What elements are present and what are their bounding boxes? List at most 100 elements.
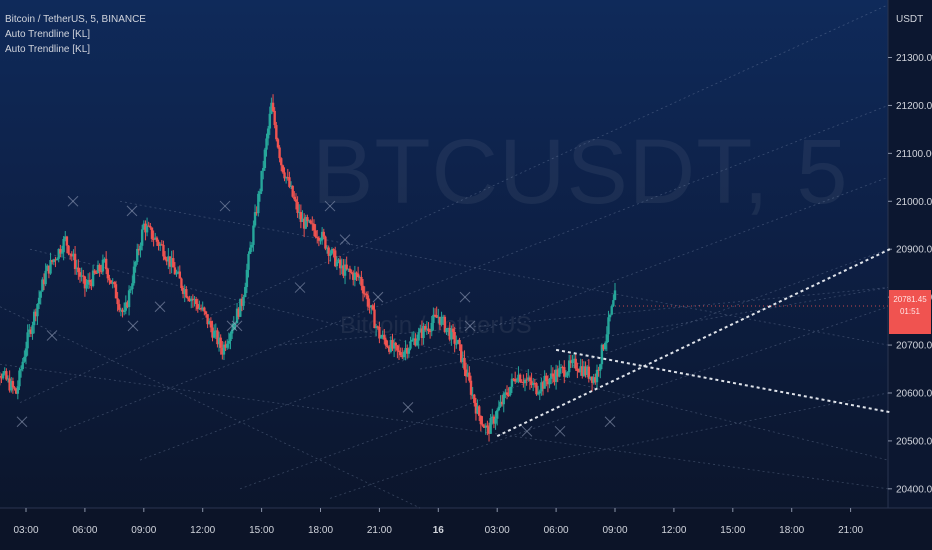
candle-body: [185, 289, 188, 298]
candle-body: [28, 329, 31, 333]
candle-body: [458, 340, 461, 345]
candle-body: [126, 302, 129, 308]
candle-body: [307, 220, 311, 222]
last-price-badge: 20781.45 01:51: [889, 290, 931, 334]
candle-body: [224, 344, 227, 348]
candle-body: [245, 269, 249, 288]
background-trendline: [139, 176, 889, 461]
candle-body: [450, 328, 453, 340]
candle-body: [144, 223, 147, 233]
candle-body: [100, 271, 103, 273]
candle-body: [68, 253, 72, 255]
candle-body: [518, 374, 522, 382]
time-tick-label: 12:00: [190, 525, 215, 536]
trendline-1: [496, 248, 891, 438]
candle-body: [118, 304, 121, 310]
candle-body: [527, 377, 530, 380]
candle-body: [325, 247, 329, 249]
candle-body: [530, 381, 533, 386]
candle-body: [507, 394, 510, 396]
candle-body: [525, 379, 528, 381]
pivot-x-marker: [464, 320, 476, 332]
pivot-x-marker: [604, 416, 616, 428]
candle-body: [554, 369, 558, 382]
candle-body: [589, 376, 592, 379]
candle-body: [222, 344, 226, 355]
candle-body: [476, 406, 479, 414]
candle-body: [96, 264, 100, 274]
candle-body: [391, 340, 394, 349]
candle-body: [440, 317, 443, 325]
candle-body: [132, 266, 136, 284]
candle-body: [417, 332, 420, 341]
candle-body: [6, 378, 10, 380]
candle-body: [577, 371, 581, 373]
candle-body: [425, 328, 429, 330]
candle-body: [280, 158, 283, 166]
candle-body: [468, 372, 471, 381]
candle-body: [478, 406, 481, 416]
candle-body: [271, 102, 275, 111]
background-trendline: [0, 306, 421, 509]
candle-body: [121, 309, 124, 313]
candle-body: [466, 372, 469, 377]
candle-body: [541, 382, 545, 389]
candle-body: [247, 253, 250, 270]
candle-body: [212, 330, 216, 338]
candle-body: [72, 253, 75, 257]
candle-body: [273, 110, 276, 126]
candle-body: [284, 177, 288, 179]
indicator-label-1[interactable]: Auto Trendline [KL]: [5, 29, 91, 40]
candle-body: [437, 316, 440, 318]
candle-body: [80, 275, 83, 277]
candle-body: [536, 393, 540, 395]
candle-body: [23, 356, 26, 362]
candle-body: [460, 344, 463, 362]
candle-body: [85, 284, 88, 289]
candle-body: [533, 382, 537, 384]
candle-body: [338, 259, 342, 269]
candle-body: [268, 113, 271, 129]
candle-body: [242, 297, 245, 306]
time-tick-label: 16: [433, 525, 445, 536]
candle-body: [103, 258, 106, 260]
pivot-x-marker: [127, 320, 139, 332]
candle-body: [608, 314, 612, 318]
chart-legend: Bitcoin / TetherUS, 5, BINANCE Auto Tren…: [5, 12, 146, 57]
candle-body: [365, 293, 368, 296]
candle-body: [499, 401, 502, 407]
candle-body: [469, 380, 473, 395]
candle-body: [296, 201, 299, 213]
candle-body: [275, 125, 278, 140]
candle-body: [114, 284, 118, 299]
pivot-x-marker: [67, 195, 79, 207]
candle-body: [170, 258, 173, 267]
symbol-label[interactable]: Bitcoin / TetherUS, 5, BINANCE: [5, 14, 146, 25]
candle-body: [581, 366, 584, 376]
candle-body: [13, 387, 16, 389]
candle-body: [93, 270, 96, 274]
candle-body: [150, 227, 154, 239]
candle-body: [311, 223, 314, 225]
candle-body: [134, 261, 137, 267]
candle-body: [355, 272, 358, 274]
candle-body: [1, 373, 5, 379]
candle-body: [86, 279, 90, 285]
candle-body: [111, 282, 114, 284]
candle-body: [294, 199, 298, 202]
indicator-label-2[interactable]: Auto Trendline [KL]: [5, 44, 91, 55]
candle-body: [178, 271, 181, 279]
candle-body: [538, 391, 541, 394]
candle-body: [312, 223, 316, 231]
candle-body: [258, 191, 262, 194]
candle-body: [145, 225, 149, 233]
time-tick-label: 06:00: [544, 525, 569, 536]
candle-body: [389, 340, 393, 352]
candle-body: [535, 383, 538, 395]
candle-body: [293, 196, 296, 200]
pivot-x-marker: [126, 205, 138, 217]
candle-body: [481, 424, 484, 426]
candle-body: [49, 260, 52, 274]
candle-body: [430, 323, 433, 332]
